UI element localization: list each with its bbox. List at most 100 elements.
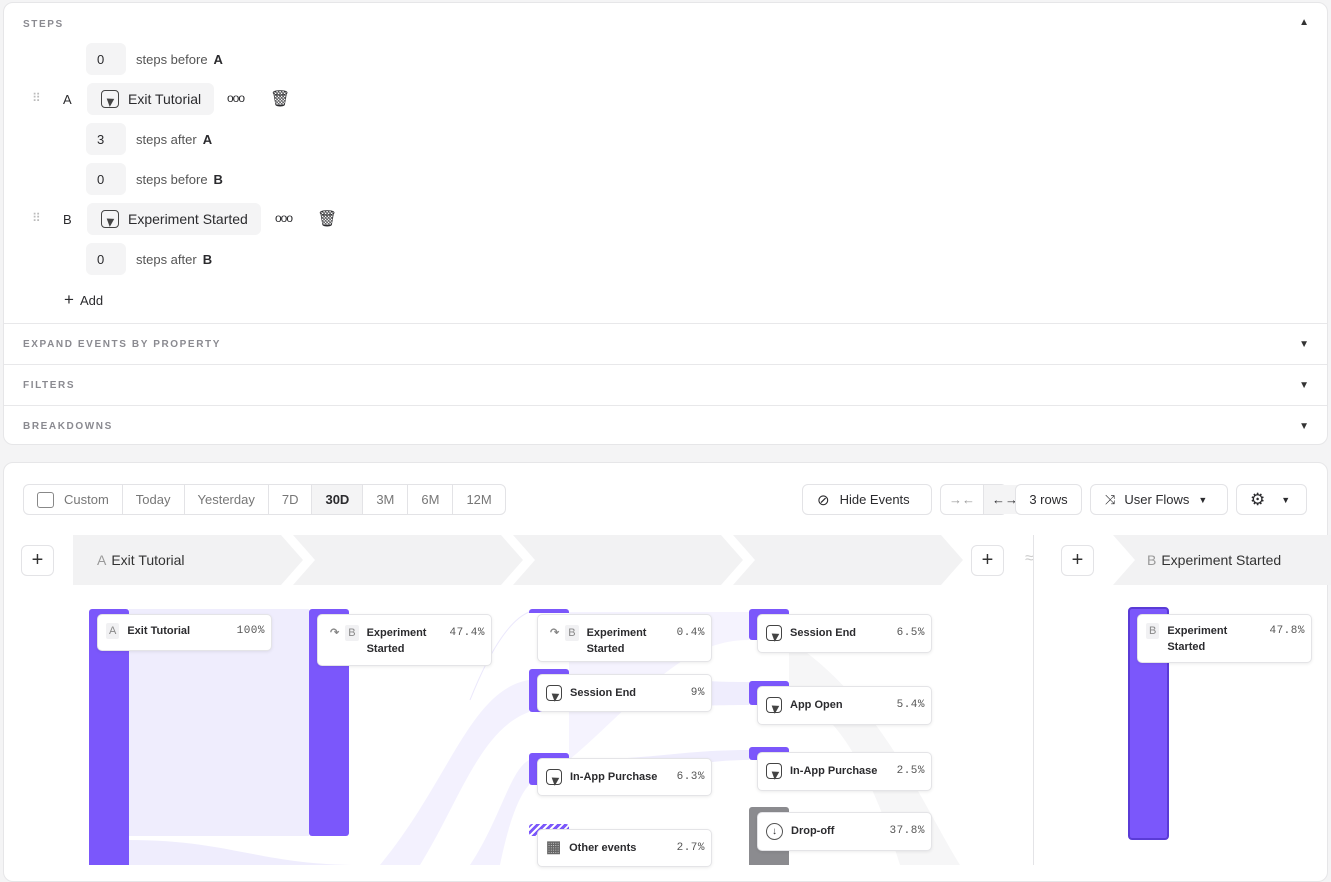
chevron-down-icon: ▼ (1281, 494, 1291, 505)
date-6m[interactable]: 6M (408, 485, 454, 514)
node-percent: 100% (236, 625, 265, 637)
label: User Flows (1124, 492, 1190, 507)
date-3m[interactable]: 3M (363, 485, 409, 514)
click-event-icon (766, 697, 782, 713)
add-step-before-button[interactable]: + (21, 545, 54, 576)
node-other-events[interactable]: ▦ Other events 2.7% (537, 829, 712, 867)
node-experiment-started-end[interactable]: B Experiment Started 47.8% (1137, 614, 1312, 663)
column-header-a-label: A Exit Tutorial (97, 552, 184, 568)
date-30d[interactable]: 30D (312, 485, 364, 514)
bar-experiment-started-c3[interactable] (529, 609, 569, 613)
node-percent: 9% (690, 687, 705, 699)
calendar-icon (37, 491, 54, 508)
node-app-open[interactable]: App Open 5.4% (757, 686, 932, 725)
node-in-app-purchase-c4[interactable]: In-App Purchase 2.5% (757, 752, 932, 791)
node-experiment-started-c3[interactable]: ↷ B Experiment Started 0.4% (537, 614, 712, 662)
node-name: Other events (569, 842, 637, 854)
node-name: Drop-off (791, 825, 835, 837)
date-yesterday[interactable]: Yesterday (185, 485, 269, 514)
add-step-button[interactable]: + Add (64, 290, 103, 310)
gap-icon: ≈ (1025, 550, 1034, 567)
trash-icon[interactable]: 🗑 (317, 211, 338, 228)
step-letter-b: B (63, 212, 72, 227)
click-event-icon (101, 90, 119, 108)
rows-button[interactable]: 3 rows (1015, 484, 1082, 515)
flow-link (469, 611, 530, 701)
node-drop-off[interactable]: ↓ Drop-off 37.8% (757, 812, 932, 851)
column-header-2 (293, 535, 523, 585)
add-step-after-button[interactable]: + (971, 545, 1004, 576)
date-today[interactable]: Today (123, 485, 185, 514)
column-header-a (73, 535, 303, 585)
label: Custom (64, 492, 109, 507)
flow-link (129, 840, 360, 865)
node-name: Experiment Started (586, 627, 647, 655)
redirect-icon: ↷ (330, 627, 340, 639)
click-event-icon (101, 210, 119, 228)
chevron-down-icon: ▼ (1198, 494, 1208, 505)
node-name: App Open (790, 699, 843, 711)
steps-before-a-input[interactable]: 0 (86, 43, 126, 75)
click-event-icon (766, 625, 782, 641)
letter: B (213, 172, 223, 187)
step-letter: B (1146, 623, 1160, 639)
drop-off-icon: ↓ (766, 823, 783, 840)
column-header-4 (733, 535, 963, 585)
steps-after-b-input[interactable]: 0 (86, 243, 126, 275)
more-options-icon[interactable]: ooo (275, 211, 293, 225)
section-breakdowns[interactable]: BREAKDOWNS (23, 421, 113, 432)
collapse-icon[interactable]: →← (941, 485, 984, 514)
hide-events-button[interactable]: ⊘ Hide Events (802, 484, 932, 515)
steps-after-b-label: steps after B (136, 252, 212, 267)
node-exit-tutorial[interactable]: A Exit Tutorial 100% (97, 614, 272, 651)
grid-icon: ▦ (546, 839, 562, 856)
add-step-before-b-button[interactable]: + (1061, 545, 1094, 576)
date-custom[interactable]: Custom (24, 485, 123, 514)
chevron-down-icon[interactable]: ▼ (1299, 380, 1309, 391)
more-options-icon[interactable]: ooo (227, 91, 245, 105)
label: steps after (136, 132, 197, 147)
divider (4, 364, 1327, 365)
gear-icon: ⚙ (1250, 489, 1266, 509)
section-expand-events[interactable]: EXPAND EVENTS BY PROPERTY (23, 339, 221, 350)
section-filters[interactable]: FILTERS (23, 380, 76, 391)
drag-handle-icon[interactable]: ⠿ (32, 91, 41, 105)
click-event-icon (546, 685, 562, 701)
date-7d[interactable]: 7D (269, 485, 313, 514)
bar-exit-tutorial[interactable] (89, 609, 129, 865)
letter: A (202, 132, 213, 147)
step-letter: B (345, 625, 359, 641)
flows-icon: ⤨ (1105, 491, 1116, 507)
node-experiment-started[interactable]: ↷ B Experiment Started 47.4% (317, 614, 492, 666)
click-event-icon (546, 769, 562, 785)
date-12m[interactable]: 12M (466, 492, 492, 507)
event-experiment-started[interactable]: Experiment Started (87, 203, 261, 235)
steps-title: STEPS (23, 19, 64, 30)
chevron-up-icon[interactable]: ▲ (1299, 17, 1309, 28)
steps-before-b-input[interactable]: 0 (86, 163, 126, 195)
trash-icon[interactable]: 🗑 (270, 91, 291, 108)
letter: A (213, 52, 223, 67)
view-select[interactable]: ⤨ User Flows ▼ (1090, 484, 1228, 515)
column-header-3 (513, 535, 743, 585)
node-name: Session End (790, 627, 857, 639)
node-percent: 2.7% (676, 842, 705, 854)
node-session-end-c4[interactable]: Session End 6.5% (757, 614, 932, 653)
event-name: Exit Tutorial (128, 91, 202, 107)
event-exit-tutorial[interactable]: Exit Tutorial (87, 83, 215, 115)
steps-before-b-label: steps before B (136, 172, 223, 187)
node-in-app-purchase-c3[interactable]: In-App Purchase 6.3% (537, 758, 712, 796)
drag-handle-icon[interactable]: ⠿ (32, 211, 41, 225)
node-name: Session End (570, 687, 637, 699)
node-percent: 47.8% (1269, 625, 1305, 637)
steps-after-a-input[interactable]: 3 (86, 123, 126, 155)
eye-off-icon: ⊘ (817, 491, 830, 509)
step-letter: B (565, 625, 579, 641)
settings-button[interactable]: ⚙ ▼ (1236, 484, 1307, 515)
chevron-down-icon[interactable]: ▼ (1299, 339, 1309, 350)
node-session-end-c3[interactable]: Session End 9% (537, 674, 712, 712)
node-name: Experiment Started (1167, 625, 1228, 653)
chevron-down-icon[interactable]: ▼ (1299, 421, 1309, 432)
add-label: Add (79, 293, 104, 308)
node-percent: 37.8% (889, 825, 925, 837)
